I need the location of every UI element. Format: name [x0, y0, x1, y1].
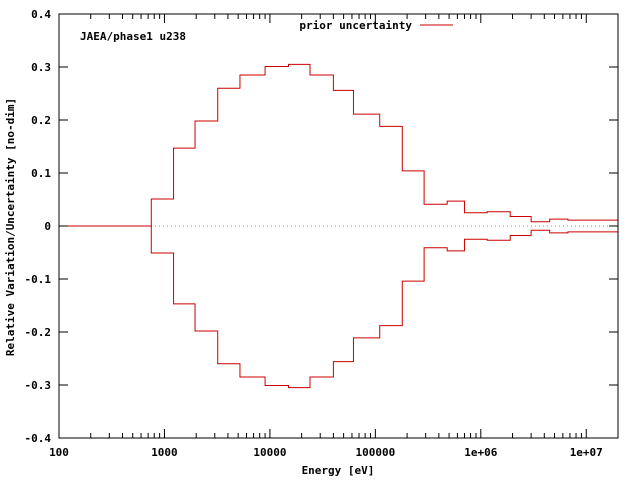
series-layer	[59, 63, 618, 389]
y-tick-label: 0.4	[31, 8, 51, 21]
chart-annotation: JAEA/phase1 u238	[80, 30, 186, 43]
y-tick-label: 0	[44, 220, 51, 233]
legend-label: prior uncertainty	[299, 19, 412, 32]
x-tick-label: 10000	[253, 446, 286, 459]
x-tick-label: 1e+07	[570, 446, 603, 459]
series-upper-step	[59, 63, 618, 227]
x-tick-label: 1000	[151, 446, 178, 459]
y-tick-label: -0.1	[25, 273, 52, 286]
x-tick-label: 100	[49, 446, 69, 459]
y-tick-label: -0.3	[25, 379, 52, 392]
x-tick-label: 1e+06	[464, 446, 497, 459]
y-axis-label: Relative Variation/Uncertainty [no-dim]	[4, 98, 17, 356]
y-tick-label: -0.2	[25, 326, 52, 339]
series-lower-step	[59, 225, 618, 389]
y-tick-label: 0.3	[31, 61, 51, 74]
y-tick-label: 0.1	[31, 167, 51, 180]
y-tick-label: -0.4	[25, 432, 52, 445]
legend: prior uncertainty	[299, 19, 453, 32]
x-tick-label: 100000	[355, 446, 395, 459]
tick-layer	[58, 13, 619, 439]
y-tick-label: 0.2	[31, 114, 51, 127]
x-axis-label: Energy [eV]	[302, 464, 375, 477]
